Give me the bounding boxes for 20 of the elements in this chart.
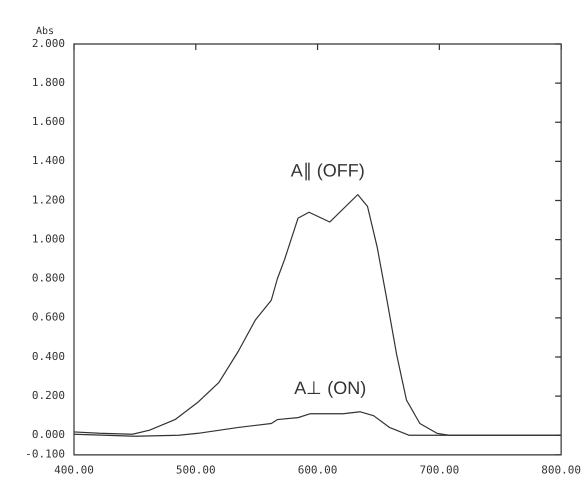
x-tick-label: 700.00 — [419, 463, 460, 476]
y-tick-label: 0.200 — [32, 388, 65, 402]
x-tick-label: 600.00 — [298, 463, 338, 476]
series-label: A∥ (OFF) — [290, 160, 365, 181]
y-tick-label: -0.100 — [25, 448, 65, 461]
series-label: A⊥ (ON) — [294, 378, 366, 398]
y-tick-label: 1.000 — [32, 232, 65, 246]
y-tick-label: 0.000 — [32, 428, 65, 442]
y-tick-label: 0.400 — [32, 350, 65, 363]
y-tick-label: 1.200 — [32, 193, 65, 206]
y-tick-label: 0.600 — [32, 310, 65, 324]
y-tick-label: 1.400 — [32, 154, 65, 168]
y-tick-label: 2.000 — [32, 36, 65, 50]
y-tick-label: 0.800 — [32, 272, 65, 285]
y-axis-title: Abs — [36, 26, 54, 37]
y-tick-label: 1.800 — [32, 76, 65, 89]
x-tick-label: 500.00 — [176, 463, 216, 476]
y-tick-label: 1.600 — [32, 115, 65, 128]
x-tick-label: 800.00 — [541, 463, 582, 476]
x-tick-label: 400.00 — [54, 463, 94, 476]
